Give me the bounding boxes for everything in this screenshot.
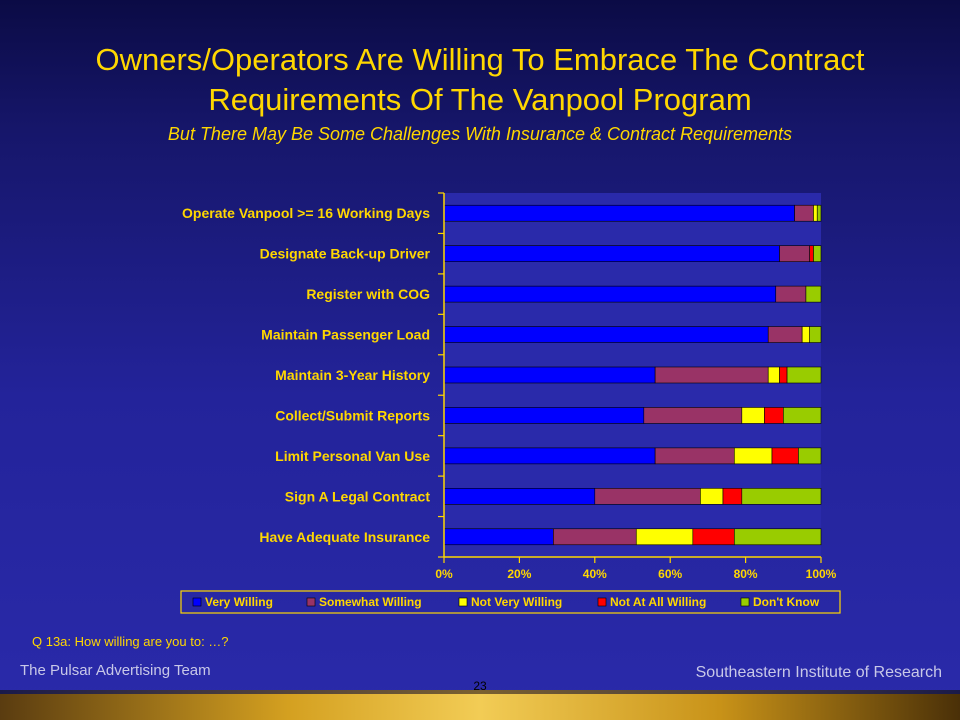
footer-team: The Pulsar Advertising Team xyxy=(20,662,211,679)
legend-swatch xyxy=(597,597,607,607)
category-label: Register with COG xyxy=(306,286,430,302)
bar-segment xyxy=(594,488,701,505)
bar-segment xyxy=(741,407,765,424)
bar-segment xyxy=(798,447,822,465)
category-label: Sign A Legal Contract xyxy=(285,488,431,504)
bar-segment xyxy=(813,204,818,222)
bar-segment xyxy=(805,285,822,303)
bar-segment xyxy=(635,528,694,546)
x-tick-label: 40% xyxy=(583,567,607,581)
legend-label: Don't Know xyxy=(753,595,820,609)
bar-segment xyxy=(767,326,803,343)
bar-segment xyxy=(764,407,784,424)
bar-segment xyxy=(779,366,788,384)
bar-segment xyxy=(443,488,596,505)
bar-segment xyxy=(443,528,554,546)
bar-segment xyxy=(443,245,780,262)
category-label: Maintain 3-Year History xyxy=(275,367,430,383)
x-tick-label: 20% xyxy=(507,567,531,581)
bar-segment xyxy=(794,204,814,222)
slide-subtitle: But There May Be Some Challenges With In… xyxy=(167,124,793,144)
category-label: Limit Personal Van Use xyxy=(275,448,430,464)
legend xyxy=(180,590,841,614)
legend-label: Not Very Willing xyxy=(471,595,562,609)
x-tick-label: 60% xyxy=(658,567,682,581)
bar-segment xyxy=(767,366,780,384)
bar-segment xyxy=(643,407,743,424)
bar-segment xyxy=(654,447,735,465)
category-label: Collect/Submit Reports xyxy=(275,407,430,423)
bar-segment xyxy=(700,488,724,505)
footer-institute: Southeastern Institute of Research xyxy=(695,664,942,681)
bar-segment xyxy=(782,407,822,424)
category-label: Have Adequate Insurance xyxy=(259,529,430,545)
bar-segment xyxy=(809,326,822,343)
bar-segment xyxy=(801,326,810,343)
x-tick-label: 100% xyxy=(806,567,837,581)
legend-label: Very Willing xyxy=(205,595,273,609)
category-label: Maintain Passenger Load xyxy=(261,327,430,343)
legend-swatch xyxy=(306,597,316,607)
x-tick-label: 0% xyxy=(435,567,453,581)
bar-segment xyxy=(654,366,769,384)
bar-segment xyxy=(779,245,810,262)
bar-segment xyxy=(771,447,799,465)
footer-divider xyxy=(0,690,960,694)
bar-segment xyxy=(741,488,822,505)
legend-label: Not At All Willing xyxy=(610,595,706,609)
bar-segment xyxy=(816,204,822,222)
footer-bar xyxy=(0,694,960,720)
legend-label: Somewhat Willing xyxy=(319,595,422,609)
legend-swatch xyxy=(740,597,750,607)
bar-segment xyxy=(443,447,656,465)
bar-segment xyxy=(813,245,822,262)
slide-title: Owners/Operators Are Willing To Embrace … xyxy=(95,42,865,117)
bar-segment xyxy=(786,366,822,384)
bar-segment xyxy=(443,326,769,343)
bar-segment xyxy=(443,285,777,303)
x-tick-label: 80% xyxy=(734,567,758,581)
bar-segment xyxy=(443,407,645,424)
bar-segment xyxy=(733,528,822,546)
bar-segment xyxy=(553,528,637,546)
legend-swatch xyxy=(192,597,202,607)
page-number: 23 xyxy=(473,679,487,693)
legend-swatch xyxy=(458,597,468,607)
bar-segment xyxy=(722,488,743,505)
bar-segment xyxy=(809,245,814,262)
survey-question: Q 13a: How willing are you to: …? xyxy=(32,634,229,649)
bar-segment xyxy=(443,204,795,222)
bar-segment xyxy=(775,285,807,303)
bar-segment xyxy=(443,366,656,384)
bar-segment xyxy=(692,528,735,546)
category-label: Operate Vanpool >= 16 Working Days xyxy=(182,205,430,221)
bar-segment xyxy=(733,447,773,465)
category-label: Designate Back-up Driver xyxy=(260,246,431,262)
